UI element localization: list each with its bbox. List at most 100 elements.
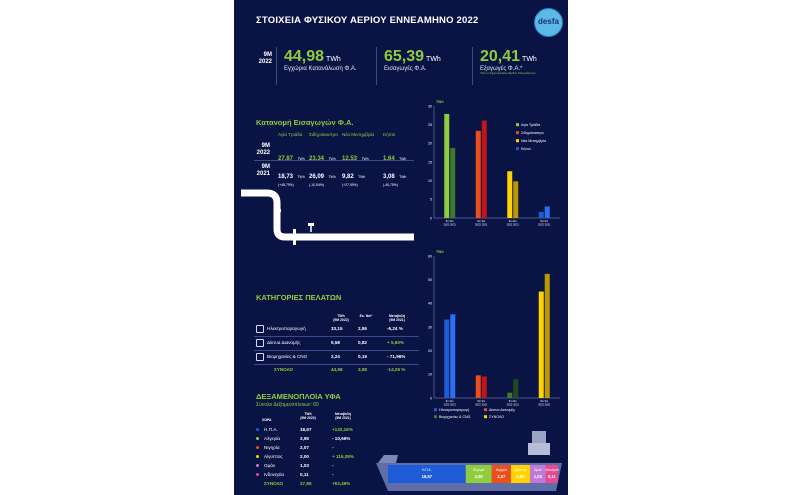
kpi-divider xyxy=(472,47,473,85)
ship-bow xyxy=(378,455,398,463)
network-icon xyxy=(256,339,264,347)
lng-change: - xyxy=(332,472,334,477)
x-tick-label: 2022 2021 xyxy=(475,223,488,227)
customer-nm3: 2,86 xyxy=(358,326,367,331)
bar-9m-2021 xyxy=(513,181,519,218)
stacked-segment xyxy=(491,465,511,483)
y-tick-label: 5 xyxy=(430,198,432,202)
col-header: Εκ. Nm³ xyxy=(359,314,373,318)
legend-swatch xyxy=(434,415,437,419)
kpi-consumption: 44,98 TWh Εγχώρια Κατανάλωση Φ.Α. xyxy=(284,48,374,72)
customer-twh: 9,58 xyxy=(331,340,340,345)
lng-change: +132,16% xyxy=(332,427,353,432)
bar-9m-2022 xyxy=(538,211,544,218)
y-tick-label: 25 xyxy=(428,123,432,127)
customer-change: -6,24 % xyxy=(387,326,403,331)
table-divider xyxy=(254,364,419,365)
kpi-year-line1: 9M xyxy=(263,52,272,58)
legend-swatch xyxy=(484,408,487,412)
lng-change: - xyxy=(332,445,334,450)
point-label: Αγία Τριάδα xyxy=(278,132,303,137)
customer-twh: 2,24 xyxy=(331,354,340,359)
point-label: Νέα Μεσημβρία xyxy=(342,132,375,137)
legend-label: Σιδηρόκαστρο xyxy=(521,131,544,135)
bar-9m-2022 xyxy=(444,319,450,398)
bar-9m-2022 xyxy=(475,130,481,218)
y-tick-label: 30 xyxy=(428,104,432,108)
legend-swatch xyxy=(516,147,519,151)
kpi-year: 9M 2022 xyxy=(244,52,272,66)
lng-ship-stacked-bar: Η.Π.Α. 18,67 Αλγερία 3,95 Νιγηρία 2,07 Αίγυπτο… xyxy=(376,431,562,491)
lng-change: + 116,39% xyxy=(332,454,354,459)
lng-subtitle: Σύνολο Δεξαμενόπλοιων: 60 xyxy=(256,402,319,408)
y-tick-label: 10 xyxy=(428,373,432,377)
lng-country: Ινδονησία xyxy=(264,472,285,477)
color-dot xyxy=(256,455,259,458)
bar-9m-2022 xyxy=(444,113,450,218)
col-header: TWh (9M 2022) xyxy=(333,314,349,322)
customer-name: Ηλεκτροπαραγωγή xyxy=(267,326,306,331)
lng-twh: 2,00 xyxy=(300,454,309,459)
y-tick-label: 10 xyxy=(428,179,432,183)
kpi-value: 44,98 TWh xyxy=(284,48,341,65)
kpi-label: Εισαγωγές Φ.Α. xyxy=(384,66,427,72)
x-tick-label: 9m 9m xyxy=(477,219,485,223)
kpi-divider xyxy=(376,47,377,85)
segment-label: Η.Π.Α. xyxy=(422,468,432,472)
y-tick-label: 0 xyxy=(430,216,432,220)
y-tick-label: 50 xyxy=(428,278,432,282)
segment-value: 0,11 xyxy=(548,474,557,479)
lng-change: - xyxy=(332,463,334,468)
customer-change: - 71,96% xyxy=(387,354,406,359)
legend-swatch xyxy=(516,139,519,143)
kpi-label: Εξαγωγές Φ.Α.* xyxy=(480,66,523,72)
import-cell: 1,64 TWh xyxy=(383,156,407,162)
import-cell: 9,82 TWh (+27,59%) xyxy=(342,174,366,187)
color-dot xyxy=(256,473,259,476)
imports-title: Κατανομή Εισαγωγών Φ.Α. xyxy=(256,118,354,127)
color-dot xyxy=(256,428,259,431)
stacked-segment xyxy=(529,465,546,483)
y-tick-label: 40 xyxy=(428,302,432,306)
x-tick-label: 2022 2021 xyxy=(538,403,551,407)
x-tick-label: 2022 2021 xyxy=(507,403,520,407)
page-title: ΣΤΟΙΧΕΙΑ ΦΥΣΙΚΟΥ ΑΕΡΙΟΥ ΕΝΝΕΑΜΗΝΟ 2022 xyxy=(256,15,479,26)
lng-twh: 3,95 xyxy=(300,436,309,441)
row-year-line1: 9M xyxy=(261,164,270,170)
logo-text: desfa xyxy=(538,17,559,26)
x-tick-label: 9m 9m xyxy=(446,219,454,223)
col-header: ΧΩΡΑ xyxy=(262,418,272,422)
table-divider xyxy=(254,336,419,337)
segment-value: 2,00 xyxy=(516,474,525,479)
customer-total-name: ΣΥΝΟΛΟ xyxy=(274,367,294,372)
x-tick-label: 9m 9m xyxy=(540,399,548,403)
lng-total-name: ΣΥΝΟΛΟ xyxy=(264,481,284,486)
customer-nm3: 0,82 xyxy=(358,340,367,345)
customer-total-nm3: 3,88 xyxy=(358,367,367,372)
row-year-line2: 2021 xyxy=(256,171,270,177)
y-tick-label: 20 xyxy=(428,349,432,353)
y-axis-label: TWh xyxy=(436,250,444,254)
legend-label: ΣΥΝΟΛΟ xyxy=(489,415,504,419)
bar-9m-2021 xyxy=(481,120,487,218)
lng-country: Η.Π.Α. xyxy=(264,427,278,432)
lng-change: - 10,66% xyxy=(332,436,351,441)
y-tick-label: 0 xyxy=(430,396,432,400)
lng-total-twh: 27,85 xyxy=(300,481,312,486)
import-cell: 26,09 TWh (-10,54%) xyxy=(309,174,336,187)
customer-name: Βιομηχανίες & CNG xyxy=(267,354,308,359)
segment-label: Ομάν xyxy=(534,468,542,472)
desfa-logo-icon: desfa xyxy=(534,8,563,37)
infographic-poster: ΣΤΟΙΧΕΙΑ ΦΥΣΙΚΟΥ ΑΕΡΙΟΥ ΕΝΝΕΑΜΗΝΟ 2022 d… xyxy=(234,0,568,495)
col-header: Μεταβολή (9M 2021) xyxy=(388,314,406,322)
bar-9m-2021 xyxy=(544,206,550,218)
legend-swatch xyxy=(484,415,487,419)
x-tick-label: 2022 2021 xyxy=(444,403,457,407)
stacked-segment xyxy=(545,465,558,483)
customer-nm3: 0,19 xyxy=(358,354,367,359)
bar-9m-2022 xyxy=(538,291,544,398)
segment-label: Ινδονησία xyxy=(545,468,559,472)
row-year: 9M 2022 xyxy=(254,143,270,157)
